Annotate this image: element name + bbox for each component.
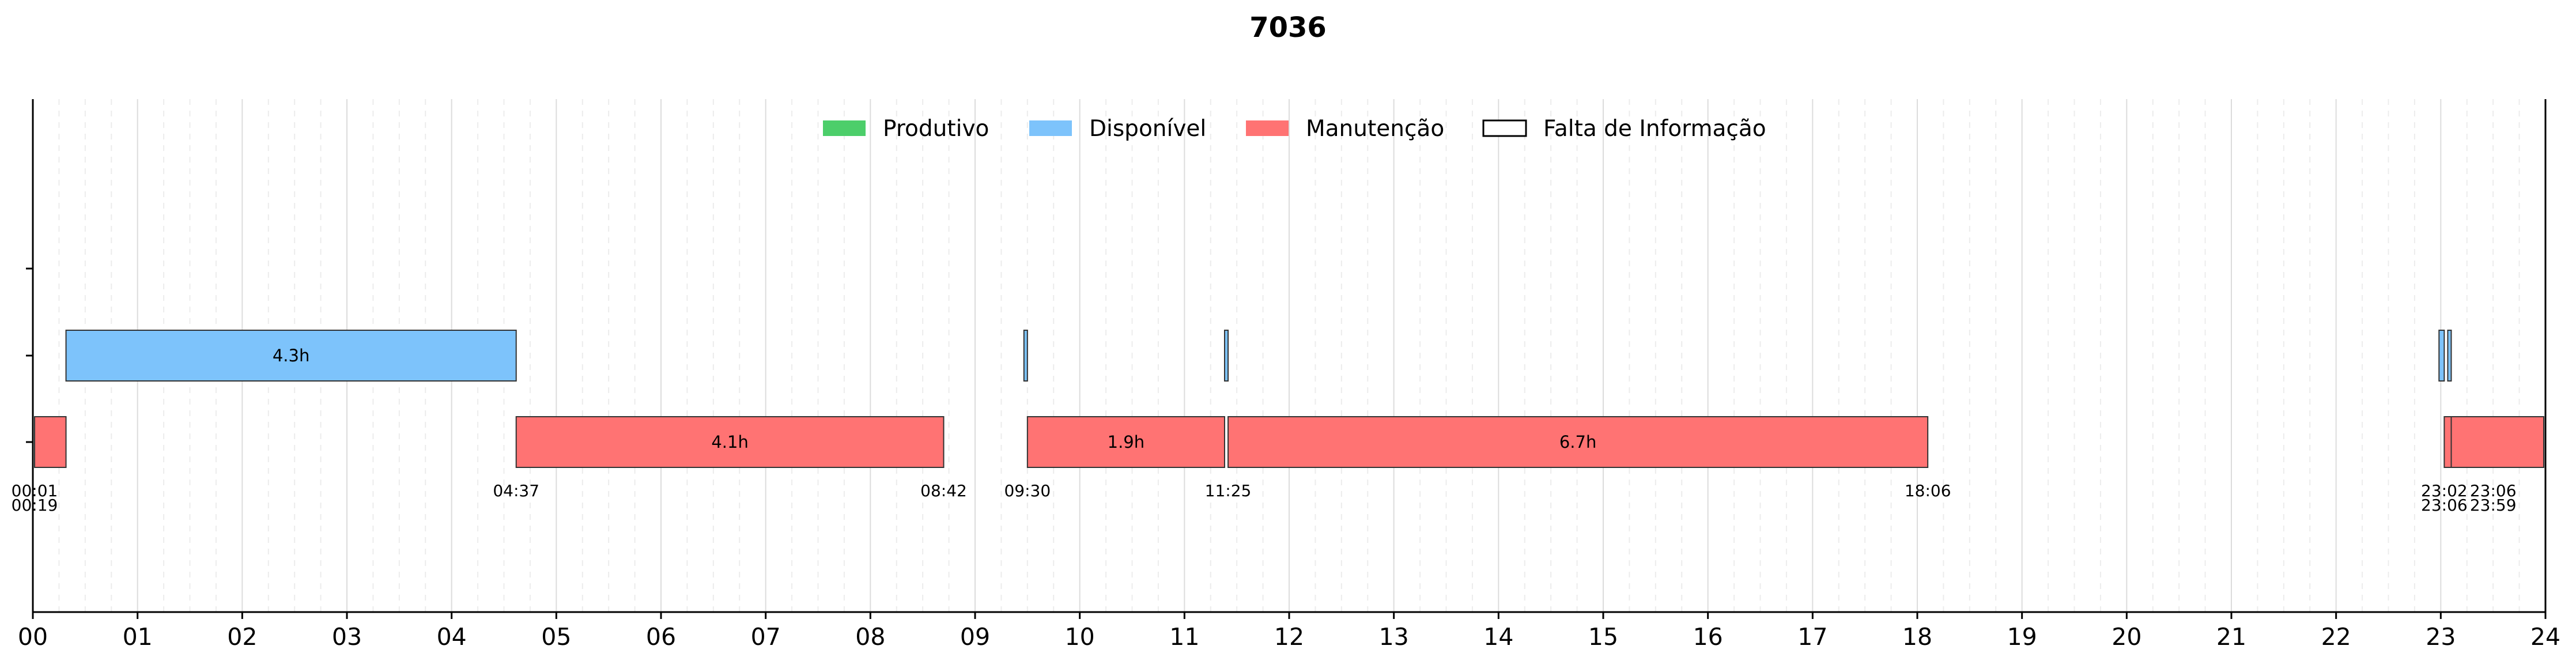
x-tick-label: 03 [332, 623, 362, 651]
x-tick-label: 17 [1797, 623, 1827, 651]
x-tick-label: 09 [960, 623, 990, 651]
x-tick-label: 05 [541, 623, 571, 651]
time-label-start: 18:06 [1905, 481, 1951, 500]
x-tick-label: 15 [1588, 623, 1618, 651]
time-label-start: 23:06 [2470, 481, 2517, 500]
bar-segment [34, 416, 67, 468]
legend-swatch [1482, 119, 1527, 137]
x-tick-label: 24 [2530, 623, 2560, 651]
x-tick-label: 20 [2112, 623, 2141, 651]
x-tick-label: 19 [2007, 623, 2037, 651]
bar-segment [2447, 330, 2452, 382]
x-tick-label: 22 [2321, 623, 2351, 651]
legend-label: Falta de Informação [1543, 116, 1766, 142]
bars: 4.3h 4.1h 1.9h 6.7h [34, 330, 2544, 468]
bar-duration-label: 6.7h [1559, 432, 1597, 452]
y-axis-ticks [26, 267, 33, 443]
x-tick-label: 06 [646, 623, 676, 651]
legend-label: Manutenção [1306, 116, 1444, 142]
x-tick-label: 12 [1274, 623, 1304, 651]
x-tick-label: 11 [1169, 623, 1199, 651]
bar-segment [65, 330, 517, 382]
x-tick-label: 16 [1693, 623, 1723, 651]
legend-label: Produtivo [883, 116, 989, 142]
time-label-start: 08:42 [920, 481, 967, 500]
bar-segment [2450, 416, 2544, 468]
x-tick-label: 23 [2426, 623, 2456, 651]
bar-duration-label: 4.1h [711, 432, 749, 452]
x-tick-label: 08 [855, 623, 885, 651]
x-tick-label: 02 [227, 623, 257, 651]
legend-swatch [1029, 120, 1072, 136]
bar-segment [1223, 330, 1229, 382]
bar-segment [1026, 416, 1225, 468]
x-tick-label: 10 [1065, 623, 1095, 651]
legend-swatch [1246, 120, 1289, 136]
time-label-start: 11:25 [1205, 481, 1252, 500]
legend-swatch [823, 120, 866, 136]
time-label-end: 23:59 [2470, 496, 2517, 515]
chart-title: 7036 [1249, 12, 1327, 44]
x-tick-label: 21 [2216, 623, 2246, 651]
legend: Produtivo Disponível Manutenção Falta de In… [823, 116, 1766, 142]
time-label-start: 00:01 [12, 481, 58, 500]
x-axis-ticks: 00 01 02 03 04 05 06 07 08 09 10 11 12 13 14 15 16 17 18 19… [18, 612, 2560, 651]
x-tick-label: 07 [751, 623, 781, 651]
x-tick-label: 13 [1379, 623, 1409, 651]
x-tick-label: 04 [437, 623, 467, 651]
x-tick-label: 01 [123, 623, 153, 651]
x-tick-label: 18 [1902, 623, 1932, 651]
bar-duration-label: 4.3h [273, 346, 310, 365]
bar-segment [2443, 416, 2452, 468]
x-tick-label: 14 [1483, 623, 1513, 651]
time-label-end: 00:19 [12, 496, 58, 515]
time-label-start: 09:30 [1004, 481, 1051, 500]
bar-segment [1023, 330, 1028, 382]
bar-segment [1227, 416, 1929, 468]
bar-segment [2438, 330, 2445, 382]
time-label-start: 23:02 [2421, 481, 2468, 500]
x-tick-label: 00 [18, 623, 48, 651]
time-label-end: 23:06 [2421, 496, 2468, 515]
bar-duration-label: 1.9h [1108, 432, 1145, 452]
bar-segment [515, 416, 945, 468]
time-label-start: 04:37 [493, 481, 539, 500]
legend-label: Disponível [1089, 116, 1206, 142]
